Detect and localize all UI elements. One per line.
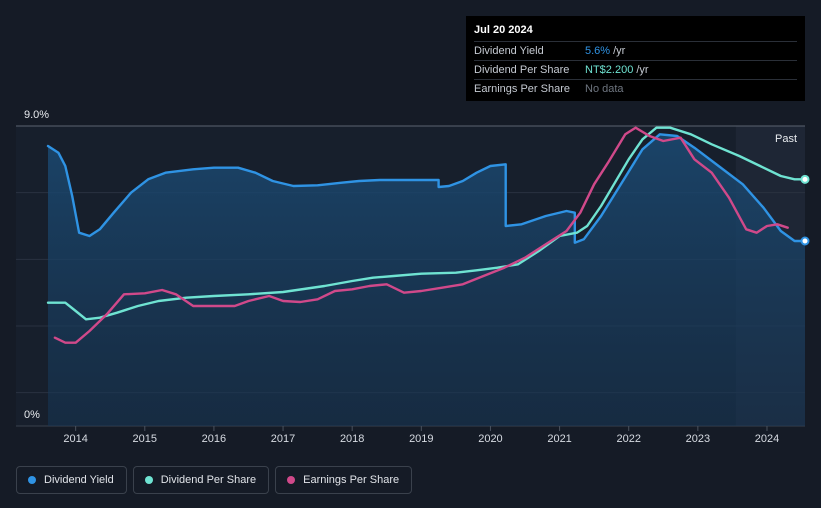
tooltip-row-dividend-yield: Dividend Yield 5.6% /yr xyxy=(474,41,797,60)
legend-item-earnings-per-share[interactable]: Earnings Per Share xyxy=(275,466,413,494)
tooltip-unit: /yr xyxy=(613,45,626,57)
x-tick-label: 2016 xyxy=(202,433,226,445)
legend-dot-icon xyxy=(28,476,36,484)
tooltip-label: Earnings Per Share xyxy=(474,83,570,95)
line-dividend-per-share xyxy=(46,126,807,321)
tooltip-label: Dividend Per Share xyxy=(474,64,570,76)
past-label: Past xyxy=(775,133,797,145)
tooltip-row-earnings-per-share: Earnings Per Share No data xyxy=(474,79,797,98)
x-tick-label: 2018 xyxy=(340,433,364,445)
legend-dot-icon xyxy=(144,476,153,484)
legend-dot-icon xyxy=(287,476,296,484)
x-tick-label: 2015 xyxy=(133,433,157,445)
tooltip-value: No data xyxy=(585,83,624,95)
marker-dividend-per-share xyxy=(800,174,810,184)
legend-label: Earnings Per Share xyxy=(303,474,400,486)
legend-label: Dividend Yield xyxy=(44,474,114,486)
x-tick-label: 2024 xyxy=(755,433,779,445)
x-tick-label: 2022 xyxy=(616,433,640,445)
tooltip-unit: /yr xyxy=(636,64,649,76)
x-tick-label: 2023 xyxy=(686,433,710,445)
tooltip-row-dividend-per-share: Dividend Per Share NT$2.200 /yr xyxy=(474,60,797,79)
x-tick-label: 2020 xyxy=(478,433,502,445)
legend-item-dividend-yield[interactable]: Dividend Yield xyxy=(16,466,127,494)
tooltip-label: Dividend Yield xyxy=(474,45,544,57)
y-tick-label: 9.0% xyxy=(24,109,49,121)
x-tick-label: 2017 xyxy=(271,433,295,445)
x-tick-label: 2021 xyxy=(547,433,571,445)
legend-label: Dividend Per Share xyxy=(160,474,257,486)
marker-dividend-yield xyxy=(800,236,810,246)
tooltip-panel: Jul 20 2024 Dividend Yield 5.6% /yr Divi… xyxy=(466,16,805,101)
area-dividend-yield xyxy=(48,134,805,427)
tooltip-value: 5.6% xyxy=(585,45,611,57)
x-tick-label: 2019 xyxy=(409,433,433,445)
line-dividend-yield xyxy=(46,133,807,244)
legend: Dividend Yield Dividend Per Share Earnin… xyxy=(16,466,413,494)
legend-item-dividend-per-share[interactable]: Dividend Per Share xyxy=(132,466,270,494)
tooltip-date: Jul 20 2024 xyxy=(474,24,533,36)
tooltip-value: NT$2.200 xyxy=(585,64,634,76)
y-tick-label: 0% xyxy=(24,409,40,421)
x-tick-label: 2014 xyxy=(63,433,87,445)
line-earnings-per-share xyxy=(53,126,789,344)
